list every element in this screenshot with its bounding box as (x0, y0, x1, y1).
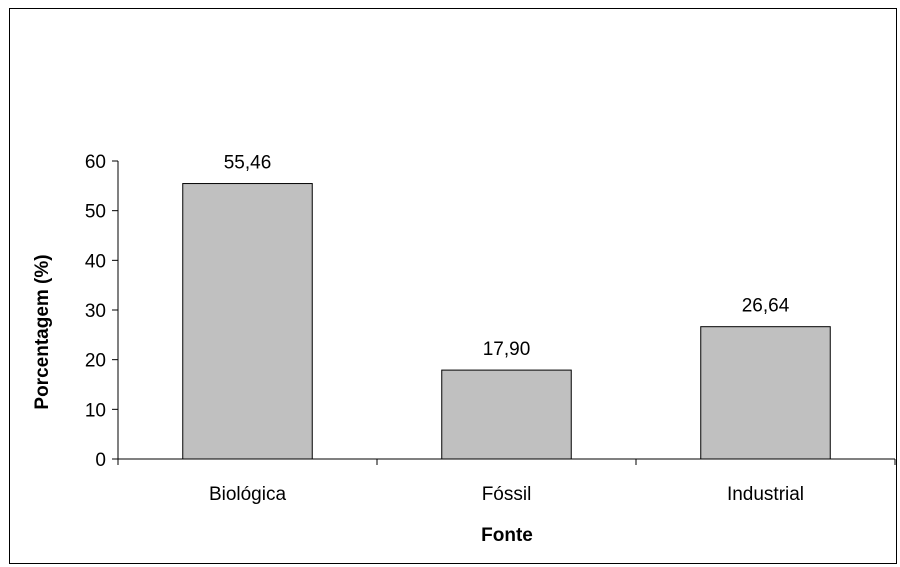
y-tick-label: 20 (85, 351, 106, 372)
x-category-label: Industrial (727, 484, 804, 505)
x-axis-title: Fonte (481, 525, 533, 546)
y-tick-label: 30 (85, 301, 106, 322)
data-labels: 55,46 17,90 26,64 (224, 153, 790, 361)
chart-area (9, 8, 897, 564)
bar (182, 183, 313, 460)
y-axis-title: Porcentagem (%) (32, 254, 53, 409)
y-tick-label: 10 (85, 400, 106, 421)
x-category-label: Fóssil (482, 484, 532, 505)
bar-data-label: 55,46 (224, 153, 272, 174)
y-tick-label: 40 (85, 251, 106, 272)
bar-data-label: 26,64 (742, 296, 790, 317)
y-tick-label: 0 (95, 450, 106, 471)
y-ticks: 0 10 20 30 40 50 60 (85, 152, 118, 471)
y-tick-label: 50 (85, 202, 106, 223)
y-tick-label: 60 (85, 152, 106, 173)
bar (441, 369, 572, 460)
bar-data-label: 17,90 (483, 339, 531, 360)
bars-layer (182, 183, 831, 460)
x-category-label: Biológica (209, 484, 287, 505)
x-ticks: Biológica Fóssil Industrial (117, 459, 896, 505)
bar (700, 326, 831, 460)
